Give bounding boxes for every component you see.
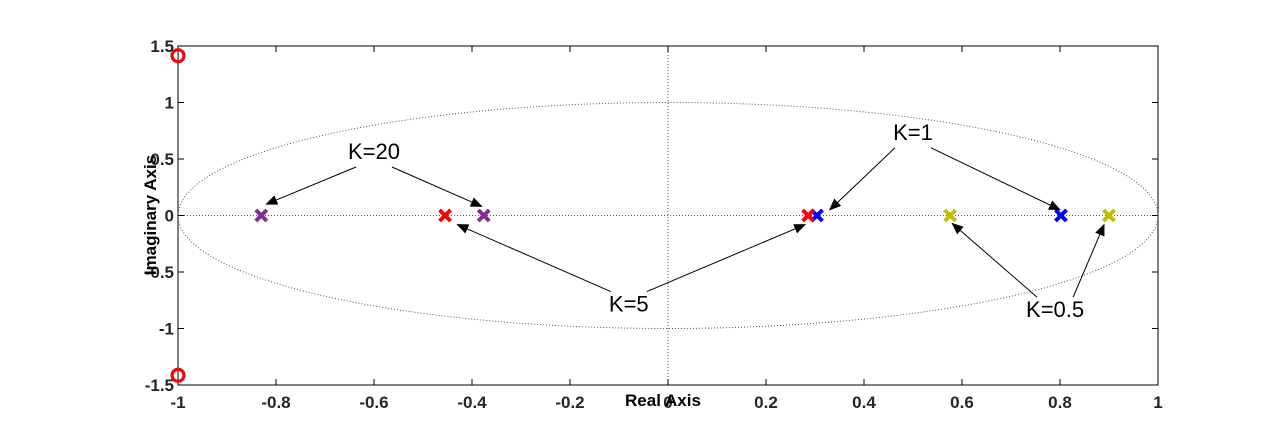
x-tick-label: 0 [663,393,672,412]
zero-marker [170,48,186,64]
marks-layer [170,48,1116,383]
x-tick-label: -0.8 [261,393,290,412]
x-axis-label: Real Axis [625,391,701,410]
x-tick-label: 0.8 [1048,393,1072,412]
axes-layer: -1 -0.8 -0.6 -0.4 -0.2 0 0.2 0.4 0.6 0.8 1-1.5-1-0… [145,37,1163,412]
y-tick-label: 0 [165,207,174,226]
annotation-arrow [456,224,612,293]
pole-stroke [476,208,491,223]
x-tick-label: -0.4 [457,393,487,412]
annotation-arrow [951,222,1038,298]
y-tick-label: -1 [159,320,174,339]
labels-layer: Real Axis Imaginary Axis [141,155,701,410]
pole-stroke [1102,208,1116,223]
pole-marker [254,208,269,223]
x-tick-label: -0.6 [359,393,388,412]
pole-marker [943,208,958,223]
annotation-label: K=5 [609,292,649,317]
annotation-label: K=0.5 [1026,297,1084,322]
annotation-arrow [646,224,807,293]
y-tick-label: -0.5 [145,263,174,282]
pole-stroke [1054,208,1068,223]
unit-circle [177,102,1159,329]
pole-marker [1054,208,1068,223]
y-tick-label: 1.5 [150,37,174,56]
zero-marker [170,367,186,383]
pole-stroke [438,208,452,223]
pole-stroke [254,208,269,223]
y-tick-label: -1.5 [145,376,174,395]
annotation-arrow [930,147,1061,211]
y-tick-label: 1 [165,94,174,113]
x-tick-label: 0.6 [950,393,974,412]
pole-stroke [801,208,816,223]
x-tick-label: 0.2 [754,393,778,412]
y-tick-label: 0.5 [150,150,174,169]
annotation-arrow [265,166,357,205]
annotation-label: K=1 [893,120,933,145]
x-tick-label: 0.4 [852,393,876,412]
pole-marker [801,208,816,223]
annotation-arrow [828,147,896,211]
pole-marker [1102,208,1116,223]
pole-marker [476,208,491,223]
x-tick-label: 1 [1153,393,1162,412]
annotation-layer: K=20 K=1 K=5 K=0.5 [265,120,1105,322]
x-tick-label: -1 [170,393,185,412]
pole-stroke [943,208,958,223]
annotation-arrow [1072,223,1105,298]
annotation-label: K=20 [348,139,400,164]
x-tick-label: -0.2 [555,393,584,412]
y-axis-label: Imaginary Axis [141,155,160,275]
unit-circle-layer [177,102,1159,329]
annotation-arrow [391,166,483,207]
pole-marker [438,208,452,223]
